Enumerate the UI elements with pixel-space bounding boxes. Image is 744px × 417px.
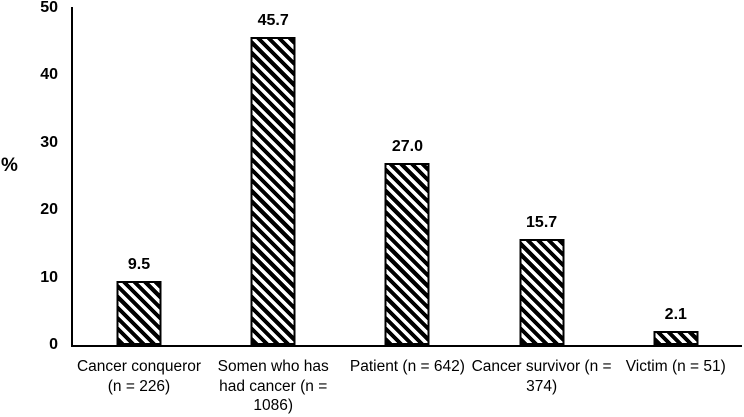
y-tick-label: 0 — [49, 336, 58, 353]
bar — [519, 239, 565, 345]
bar-group: 45.7 Somen who has had cancer (n = 1086) — [206, 0, 340, 417]
bar-group: 2.1 Victim (n = 51) — [609, 0, 743, 417]
bar-group: 27.0 Patient (n = 642) — [340, 0, 474, 417]
y-tick-label: 50 — [40, 0, 58, 16]
bar — [250, 37, 296, 345]
category-label: Cancer conqueror (n = 226) — [76, 358, 202, 395]
category-label: Cancer survivor (n = 374) — [471, 358, 612, 395]
bar-value-label: 9.5 — [127, 256, 151, 273]
bar — [653, 331, 699, 345]
category-label: Victim (n = 51) — [625, 358, 726, 375]
bar-group: 15.7 Cancer survivor (n = 374) — [472, 0, 612, 417]
category-label: Somen who has had cancer (n = 1086) — [217, 358, 329, 414]
y-tick-label: 30 — [40, 133, 58, 151]
x-axis-line — [71, 345, 742, 347]
bar-value-label: 2.1 — [664, 306, 687, 323]
bar-value-label: 15.7 — [526, 214, 558, 231]
y-axis-line — [71, 7, 73, 347]
y-tick-label: 10 — [40, 268, 58, 286]
y-tick-label: 20 — [40, 201, 58, 219]
bar-value-label: 27.0 — [391, 138, 423, 155]
category-label: Patient (n = 642) — [349, 358, 465, 375]
bar-value-label: 45.7 — [257, 12, 289, 29]
bar — [384, 163, 430, 345]
y-axis-title: % — [1, 155, 18, 176]
y-tick-label: 40 — [40, 66, 58, 84]
plot-area: 9.5 Cancer conqueror (n = 226) 45.7 Some… — [72, 0, 743, 417]
bar-group: 9.5 Cancer conqueror (n = 226) — [72, 0, 206, 417]
bar — [116, 281, 162, 345]
